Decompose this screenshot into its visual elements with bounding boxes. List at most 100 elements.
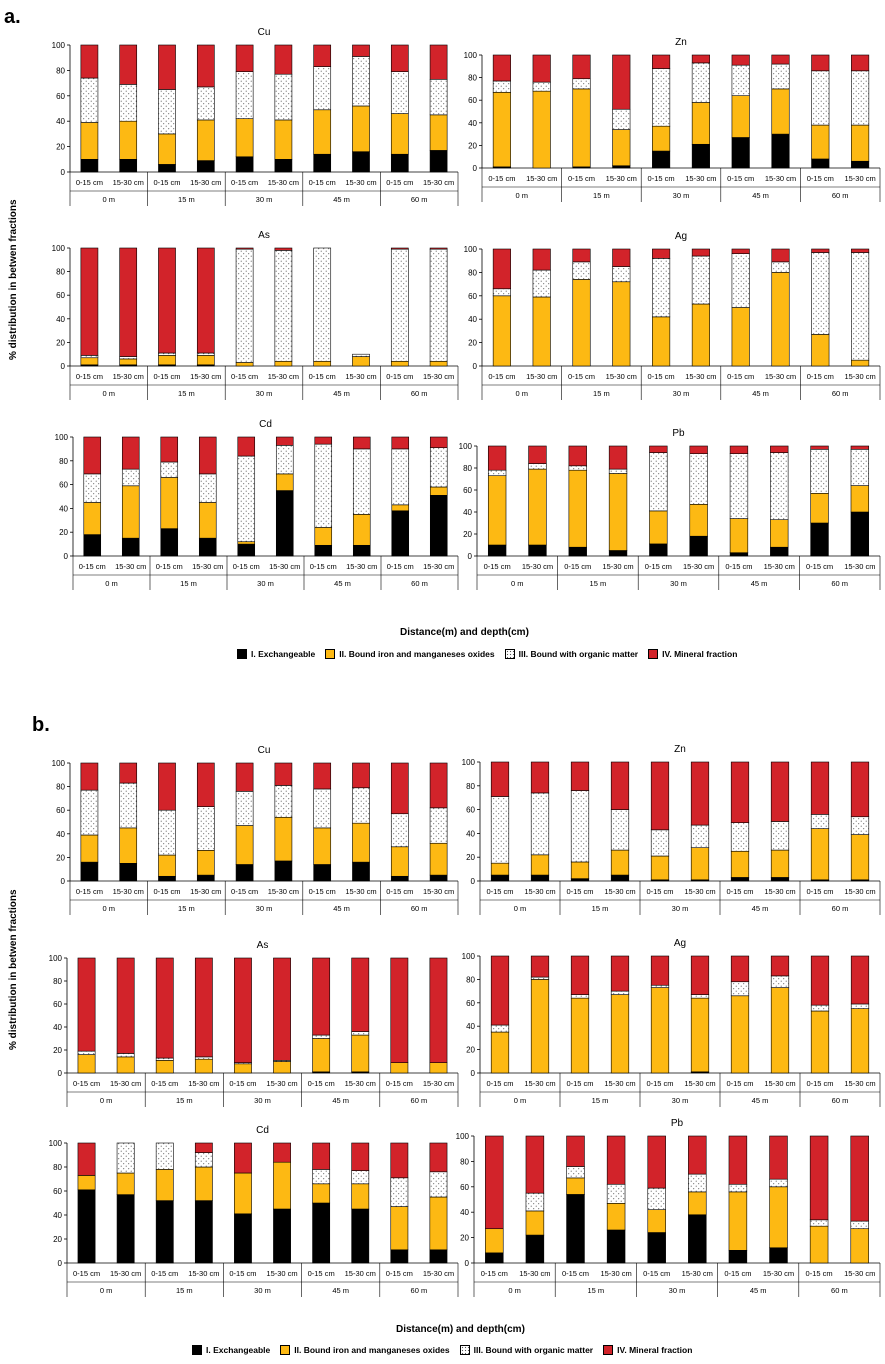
x-tick-label: 15-30 cm bbox=[266, 1269, 297, 1278]
bar-segment bbox=[275, 473, 294, 491]
x-tick-label: 15-30 cm bbox=[606, 372, 637, 381]
bar-segment bbox=[313, 360, 332, 367]
x-group-label: 60 m bbox=[831, 579, 848, 588]
bar-segment bbox=[810, 814, 830, 829]
bar-segment bbox=[809, 1219, 829, 1227]
bar-segment bbox=[770, 821, 790, 851]
bar-segment bbox=[771, 248, 790, 263]
bar-segment bbox=[810, 492, 829, 524]
x-tick-label: 15-30 cm bbox=[345, 1269, 376, 1278]
bar-segment bbox=[390, 1177, 409, 1207]
x-tick-label: 0-15 cm bbox=[308, 1079, 335, 1088]
bar-segment bbox=[530, 761, 550, 794]
x-group-label: 15 m bbox=[593, 389, 610, 398]
bar-segment bbox=[647, 1232, 666, 1264]
y-tick-label: 100 bbox=[462, 952, 476, 961]
x-tick-label: 15-30 cm bbox=[685, 372, 716, 381]
bar-segment bbox=[234, 1213, 252, 1264]
bar-segment bbox=[610, 809, 630, 851]
bar-segment bbox=[313, 44, 332, 67]
bar-segment bbox=[568, 465, 587, 471]
legend-item: III. Bound with organic matter bbox=[504, 649, 638, 659]
bar-segment bbox=[811, 70, 830, 126]
bar-segment bbox=[194, 1200, 213, 1264]
x-tick-label: 0-15 cm bbox=[310, 562, 337, 571]
bar-segment bbox=[650, 987, 670, 1074]
bar-segment bbox=[119, 782, 138, 829]
x-group-label: 30 m bbox=[256, 195, 273, 204]
bar-segment bbox=[490, 1024, 510, 1033]
x-tick-label: 15-30 cm bbox=[423, 178, 454, 187]
bar-segment bbox=[119, 44, 138, 85]
y-tick-label: 40 bbox=[56, 315, 65, 324]
bar-segment bbox=[155, 1060, 174, 1074]
bar-segment bbox=[689, 453, 708, 505]
chart-title: Cd bbox=[259, 419, 272, 430]
bar-segment bbox=[352, 861, 370, 882]
bar-segment bbox=[313, 864, 332, 882]
bar-segment bbox=[155, 957, 174, 1059]
x-tick-label: 15-30 cm bbox=[600, 1269, 631, 1278]
y-tick-label: 100 bbox=[456, 1132, 470, 1141]
bar-segment bbox=[770, 975, 790, 988]
bar-segment bbox=[730, 850, 750, 878]
bar-segment bbox=[652, 68, 671, 127]
bar-segment bbox=[528, 463, 547, 470]
x-tick-label: 0-15 cm bbox=[807, 174, 834, 183]
bar-segment bbox=[198, 502, 217, 539]
bar-segment bbox=[158, 809, 176, 856]
bar-segment bbox=[429, 807, 448, 844]
bar-segment bbox=[80, 357, 99, 366]
bar-segment bbox=[771, 54, 790, 65]
y-tick-label: 60 bbox=[463, 486, 472, 495]
bar-segment bbox=[351, 957, 370, 1032]
x-tick-label: 15-30 cm bbox=[844, 887, 875, 896]
x-group-label: 60 m bbox=[832, 904, 849, 913]
bar-segment bbox=[690, 994, 710, 999]
x-tick-label: 15-30 cm bbox=[188, 1079, 219, 1088]
bar-segment bbox=[429, 447, 448, 488]
bar-segment bbox=[390, 1062, 409, 1074]
bar-segment bbox=[352, 822, 370, 863]
bar-segment bbox=[851, 54, 870, 72]
x-tick-label: 0-15 cm bbox=[156, 562, 183, 571]
bar-segment bbox=[490, 874, 510, 882]
chart-title: As bbox=[257, 940, 269, 951]
legend-item: I. Exchangeable bbox=[237, 649, 315, 659]
legend-item: II. Bound iron and manganeses oxides bbox=[280, 1345, 450, 1355]
bar-segment bbox=[273, 1061, 291, 1074]
y-tick-label: 0 bbox=[61, 168, 66, 177]
bar-segment bbox=[235, 248, 254, 363]
bar-segment bbox=[121, 436, 140, 470]
x-tick-label: 0-15 cm bbox=[229, 1079, 256, 1088]
bar-segment bbox=[390, 875, 409, 882]
x-tick-label: 0-15 cm bbox=[562, 1269, 589, 1278]
legend-label: III. Bound with organic matter bbox=[473, 1345, 594, 1355]
bar-segment bbox=[274, 250, 293, 362]
x-tick-label: 15-30 cm bbox=[764, 887, 795, 896]
bar-segment bbox=[77, 1175, 96, 1191]
y-tick-label: 60 bbox=[53, 1187, 62, 1196]
bar-segment bbox=[688, 1191, 707, 1216]
x-group-label: 30 m bbox=[673, 191, 690, 200]
bar-segment bbox=[390, 248, 409, 362]
x-group-label: 45 m bbox=[334, 579, 351, 588]
bar-segment bbox=[313, 109, 332, 155]
x-tick-label: 15-30 cm bbox=[844, 174, 875, 183]
bar-segment bbox=[650, 855, 670, 881]
legend-label: I. Exchangeable bbox=[251, 649, 316, 659]
chart-title: Cu bbox=[258, 27, 271, 38]
bar-segment bbox=[528, 468, 547, 546]
bar-segment bbox=[492, 54, 511, 82]
legend-item: III. Bound with organic matter bbox=[459, 1345, 594, 1355]
bar-segment bbox=[647, 1187, 666, 1210]
bar-segment bbox=[570, 861, 590, 879]
bar-segment bbox=[429, 78, 448, 116]
x-group-label: 30 m bbox=[672, 904, 689, 913]
bar-segment bbox=[487, 475, 507, 546]
x-group-label: 0 m bbox=[511, 579, 524, 588]
x-tick-label: 0-15 cm bbox=[564, 562, 591, 571]
x-tick-label: 0-15 cm bbox=[806, 562, 833, 571]
bar-segment bbox=[429, 762, 448, 809]
y-tick-label: 80 bbox=[59, 457, 68, 466]
